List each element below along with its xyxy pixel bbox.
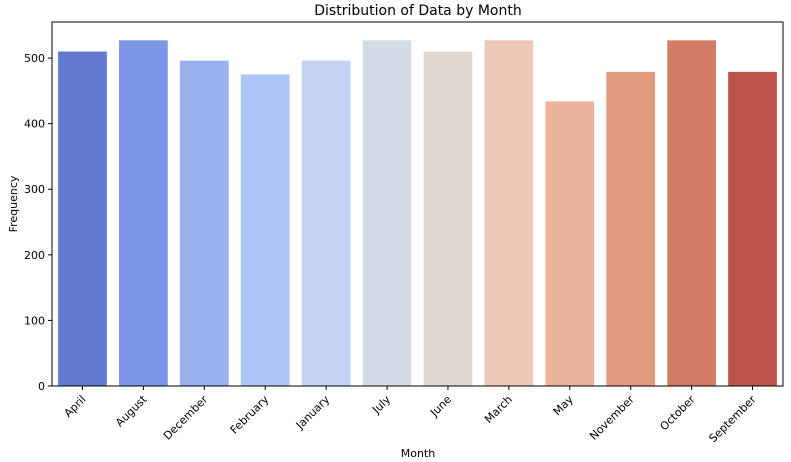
x-tick-label-april: April xyxy=(62,393,89,420)
bar-july xyxy=(362,40,412,387)
chart-title: Distribution of Data by Month xyxy=(314,3,521,19)
x-tick-label-july: July xyxy=(369,393,393,417)
y-axis: 0 100 200 300 400 500 xyxy=(24,52,52,393)
bar-september xyxy=(728,71,777,387)
x-tick-label-october: October xyxy=(657,393,698,434)
bar-november xyxy=(606,71,656,387)
x-tick-label-september: September xyxy=(706,393,759,446)
bar-april xyxy=(58,51,107,386)
x-tick-label-august: August xyxy=(113,392,150,429)
y-tick-label: 500 xyxy=(24,52,45,65)
x-axis: April August December February January July Ju… xyxy=(62,386,759,445)
y-tick-label: 200 xyxy=(24,249,45,262)
bar-series xyxy=(58,40,777,387)
x-tick-label-november: November xyxy=(587,393,637,443)
bar-december xyxy=(179,60,229,386)
x-tick-label-june: June xyxy=(427,393,454,420)
y-tick-label: 0 xyxy=(38,380,45,393)
x-tick-label-may: May xyxy=(551,393,577,419)
x-tick-label-january: January xyxy=(293,393,333,433)
y-tick-label: 300 xyxy=(24,183,45,196)
bar-january xyxy=(301,60,351,386)
y-tick-label: 400 xyxy=(24,118,45,131)
bar-march xyxy=(484,40,534,387)
bar-october xyxy=(667,40,716,387)
y-axis-label: Frequency xyxy=(7,175,20,232)
bar-june xyxy=(423,51,473,386)
plot-frame xyxy=(51,21,784,387)
x-tick-label-december: December xyxy=(161,393,211,443)
bar-may xyxy=(545,101,595,387)
x-tick-label-february: February xyxy=(228,393,272,437)
x-axis-label: Month xyxy=(401,447,436,460)
bar-august xyxy=(119,40,168,387)
x-tick-label-march: March xyxy=(482,393,515,426)
y-tick-label: 100 xyxy=(24,314,45,327)
bar-february xyxy=(240,74,290,386)
